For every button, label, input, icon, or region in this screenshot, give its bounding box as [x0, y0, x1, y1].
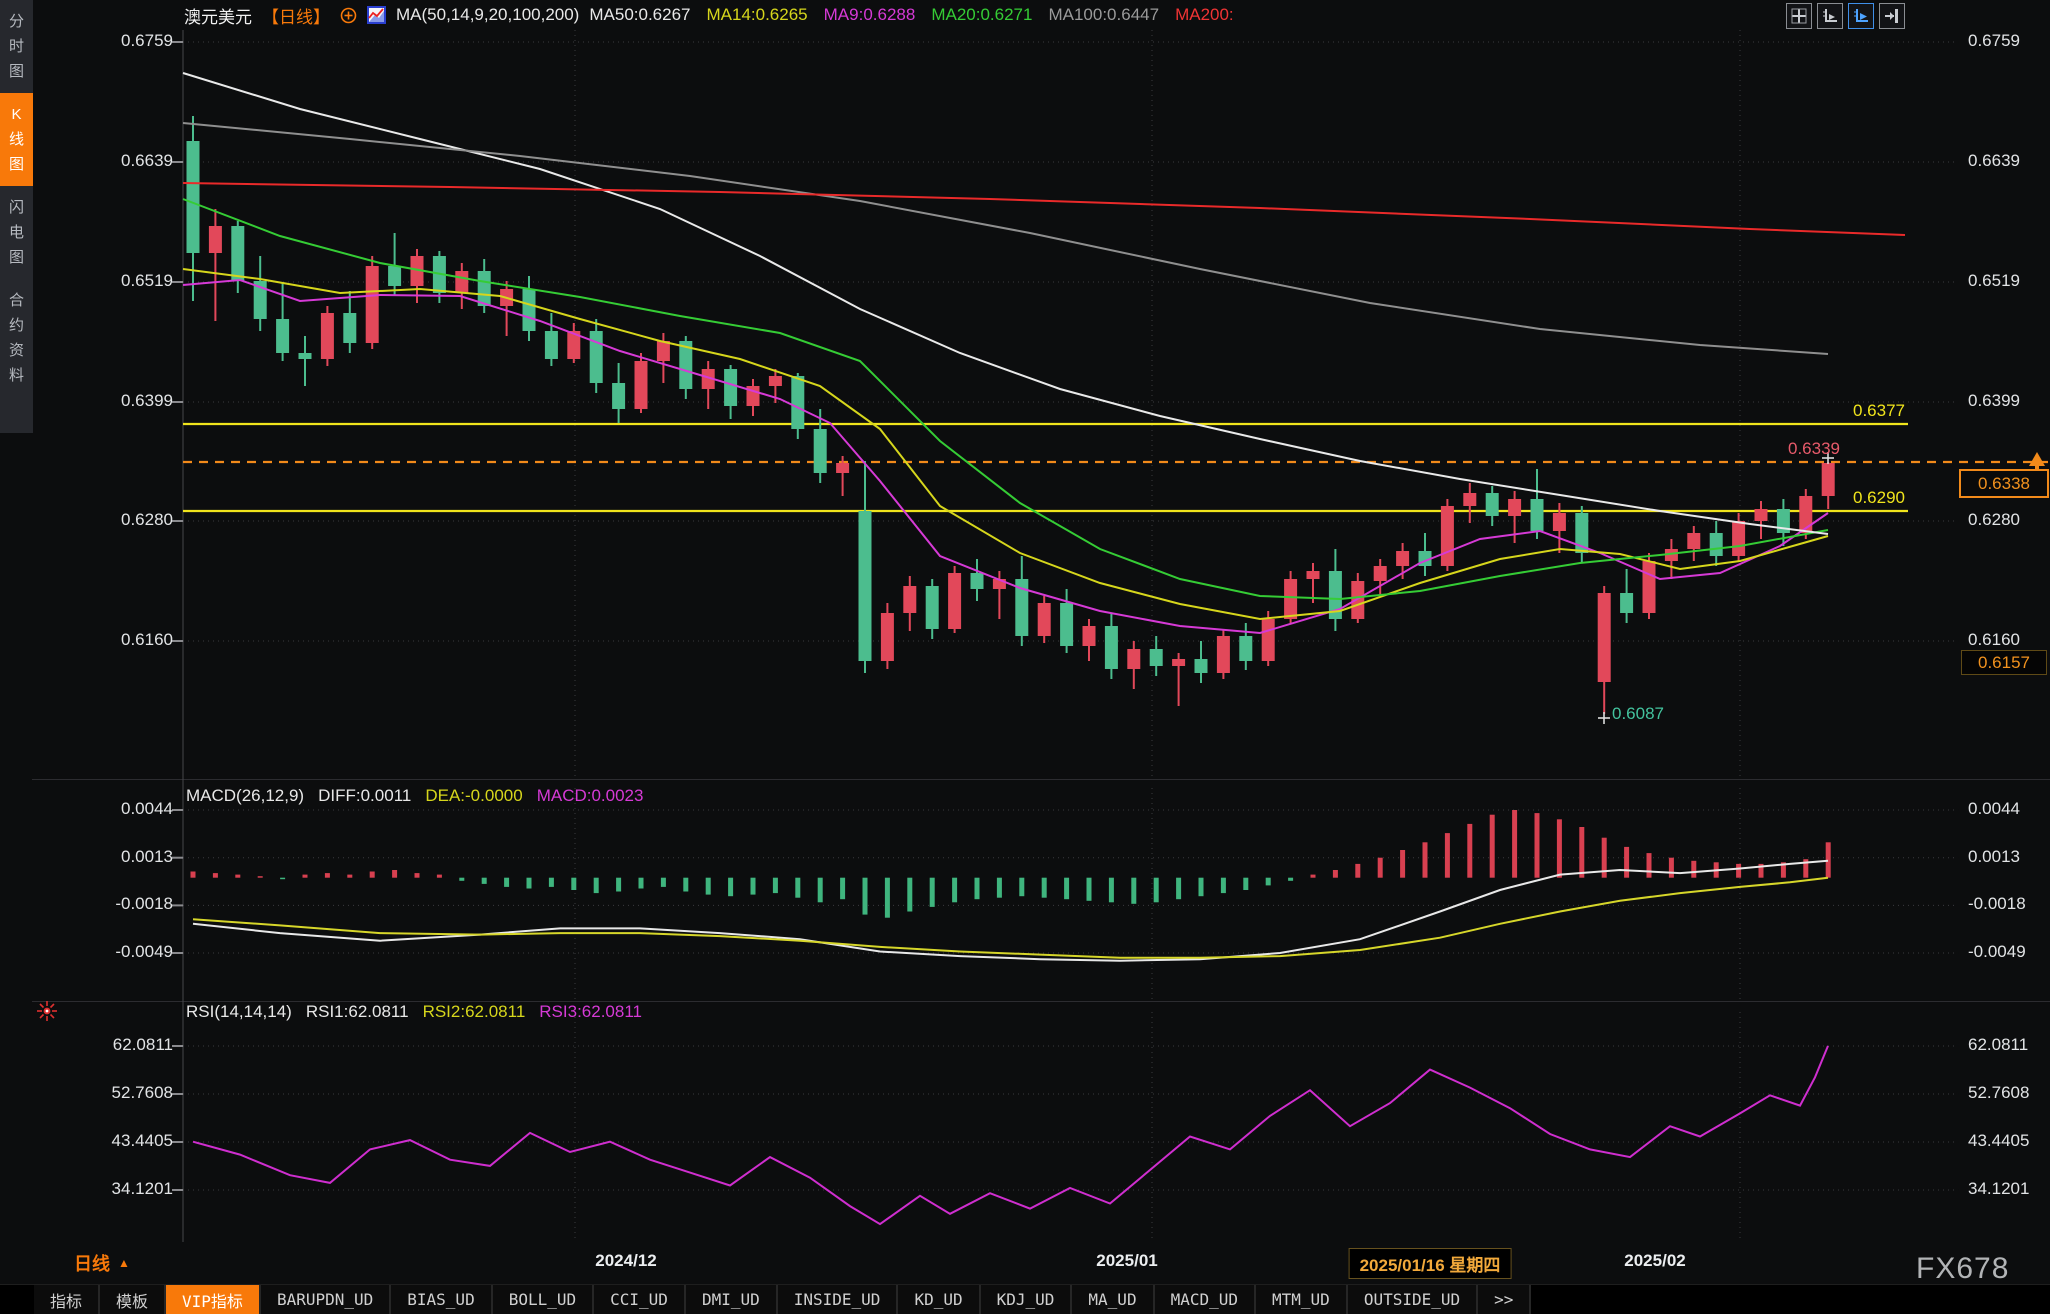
- axis-low-tag: 0.6157: [1961, 650, 2047, 675]
- tab-vip[interactable]: VIP指标: [166, 1285, 261, 1314]
- rsi1-value: RSI1:62.0811: [305, 1002, 409, 1021]
- macd-macd-value: MACD:0.0023: [536, 786, 644, 805]
- macd-axis-label-left-1: 0.0013: [121, 847, 173, 866]
- price-axis-label-left-5: 0.6160: [121, 630, 173, 649]
- macd-axis-label-left-3: -0.0049: [115, 942, 173, 961]
- date-label-2: 2025/02: [1624, 1251, 1686, 1270]
- sidebar-item-0[interactable]: 分时图: [8, 13, 24, 80]
- compare-icon[interactable]: [340, 7, 357, 24]
- ma-legend-value-2: MA9:0.6288: [823, 5, 916, 24]
- price-axis-label-right-5: 0.6160: [1968, 630, 2020, 649]
- period-dropdown-arrow: ▲: [118, 1256, 130, 1270]
- tab-mtm_ud[interactable]: MTM_UD: [1256, 1285, 1348, 1314]
- macd-axis-label-right-0: 0.0044: [1968, 799, 2020, 818]
- tab-kd_ud[interactable]: KD_UD: [898, 1285, 981, 1314]
- macd-title: MACD(26,12,9): [186, 786, 305, 805]
- rsi-axis-label-right-3: 34.1201: [1968, 1179, 2030, 1198]
- price-axis-label-left-1: 0.6639: [121, 151, 173, 170]
- tab-outside_ud[interactable]: OUTSIDE_UD: [1347, 1285, 1479, 1314]
- tab-barupdn_ud[interactable]: BARUPDN_UD: [260, 1285, 392, 1314]
- current-price-tag: 0.6338: [1959, 469, 2049, 498]
- ma-legend: MA50:0.6267 MA14:0.6265 MA9:0.6288 MA20:0.6…: [589, 5, 1237, 25]
- brand-watermark: FX678: [1916, 1252, 2010, 1285]
- price-axis-label-right-0: 0.6759: [1968, 31, 2020, 50]
- period-tag[interactable]: 【日线】: [262, 7, 330, 27]
- session-low-label: 0.6087: [1612, 704, 1664, 723]
- rsi-title: RSI(14,14,14): [186, 1002, 292, 1021]
- ma-legend-value-1: MA14:0.6265: [706, 5, 808, 24]
- price-axis-label-left-2: 0.6519: [121, 271, 173, 290]
- rsi-axis-label-right-2: 43.4405: [1968, 1131, 2030, 1150]
- macd-diff-value: DIFF:0.0011: [318, 786, 412, 805]
- rsi-header: RSI(14,14,14) RSI1:62.0811 RSI2:62.0811 …: [186, 1002, 642, 1022]
- symbol-title: 澳元美元: [184, 7, 252, 27]
- split-pane-icon[interactable]: [1786, 3, 1812, 29]
- high-price-label: 0.6339: [1788, 439, 1840, 458]
- chart-toolbar: [1786, 3, 1905, 29]
- price-axis-label-right-2: 0.6519: [1968, 271, 2020, 290]
- tab-boll_ud[interactable]: BOLL_UD: [492, 1285, 595, 1314]
- support-price-label: 0.6290: [1853, 488, 1905, 507]
- rsi-axis-label-left-2: 43.4405: [111, 1131, 173, 1150]
- macd-header: MACD(26,12,9) DIFF:0.0011 DEA:-0.0000 MA…: [186, 786, 643, 806]
- tab-bias_ud[interactable]: BIAS_UD: [391, 1285, 493, 1314]
- period-label: 日线: [74, 1254, 110, 1274]
- rsi-axis-label-left-1: 52.7608: [111, 1083, 173, 1102]
- ma-legend-value-5: MA200:: [1175, 5, 1234, 24]
- chart-type-icon[interactable]: [367, 6, 386, 24]
- ma-legend-value-0: MA50:0.6267: [589, 5, 691, 24]
- sidebar-item-2[interactable]: 闪电图: [8, 199, 24, 266]
- collapse-panel-icon[interactable]: [1879, 3, 1905, 29]
- indicator-tab-bar: 指标 模板 VIP指标 BARUPDN_UD BIAS_UD BOLL_UD CCI_UD D…: [0, 1284, 2050, 1314]
- y-axis-auto-icon[interactable]: [1848, 3, 1874, 29]
- tab-kdj_ud[interactable]: KDJ_UD: [980, 1285, 1073, 1314]
- ma-legend-value-4: MA100:0.6447: [1048, 5, 1160, 24]
- ma-legend-value-3: MA20:0.6271: [931, 5, 1033, 24]
- rsi-axis-label-right-1: 52.7608: [1968, 1083, 2030, 1102]
- rsi-axis-label-right-0: 62.0811: [1968, 1035, 2029, 1054]
- macd-dea-value: DEA:-0.0000: [425, 786, 523, 805]
- y-axis-scale-icon[interactable]: [1817, 3, 1843, 29]
- sidebar-item-3[interactable]: 合约资料: [8, 292, 24, 384]
- ma-group-label: MA(50,14,9,20,100,200): [396, 5, 580, 24]
- date-label-1: 2025/01: [1096, 1251, 1158, 1270]
- rsi-axis-label-left-3: 34.1201: [111, 1179, 173, 1198]
- tab-[interactable]: 模板: [100, 1285, 167, 1314]
- macd-axis-label-right-1: 0.0013: [1968, 847, 2020, 866]
- tab-macd_ud[interactable]: MACD_UD: [1154, 1285, 1257, 1314]
- tab-cci_ud[interactable]: CCI_UD: [594, 1285, 686, 1314]
- price-axis-label-left-4: 0.6280: [121, 510, 173, 529]
- resistance-price-label: 0.6377: [1853, 401, 1905, 420]
- tab-inside_ud[interactable]: INSIDE_UD: [777, 1285, 899, 1314]
- price-axis-label-right-4: 0.6280: [1968, 510, 2020, 529]
- price-axis-label-right-3: 0.6399: [1968, 391, 2020, 410]
- macd-axis-label-left-0: 0.0044: [121, 799, 173, 818]
- price-axis-label-left-0: 0.6759: [121, 31, 173, 50]
- tab->>[interactable]: >>: [1478, 1285, 1532, 1314]
- tab-[interactable]: 指标: [34, 1285, 101, 1314]
- price-axis-label-right-1: 0.6639: [1968, 151, 2020, 170]
- rsi3-value: RSI3:62.0811: [539, 1002, 642, 1021]
- macd-axis-label-right-3: -0.0049: [1968, 942, 2026, 961]
- macd-axis-label-left-2: -0.0018: [115, 894, 173, 913]
- price-axis-label-left-3: 0.6399: [121, 391, 173, 410]
- rsi-axis-label-left-0: 62.0811: [112, 1035, 173, 1054]
- highlighted-date: 2025/01/16 星期四: [1348, 1248, 1512, 1279]
- period-selector[interactable]: 日线 ▲: [74, 1250, 130, 1276]
- rsi2-value: RSI2:62.0811: [422, 1002, 526, 1021]
- tab-dmi_ud[interactable]: DMI_UD: [685, 1285, 778, 1314]
- chart-header: 澳元美元 【日线】 MA(50,14,9,20,100,200) MA50:0.…: [184, 4, 1238, 27]
- tab-ma_ud[interactable]: MA_UD: [1072, 1285, 1155, 1314]
- macd-axis-label-right-2: -0.0018: [1968, 894, 2026, 913]
- date-label-0: 2024/12: [595, 1251, 657, 1270]
- alert-starburst-icon[interactable]: [36, 1000, 58, 1027]
